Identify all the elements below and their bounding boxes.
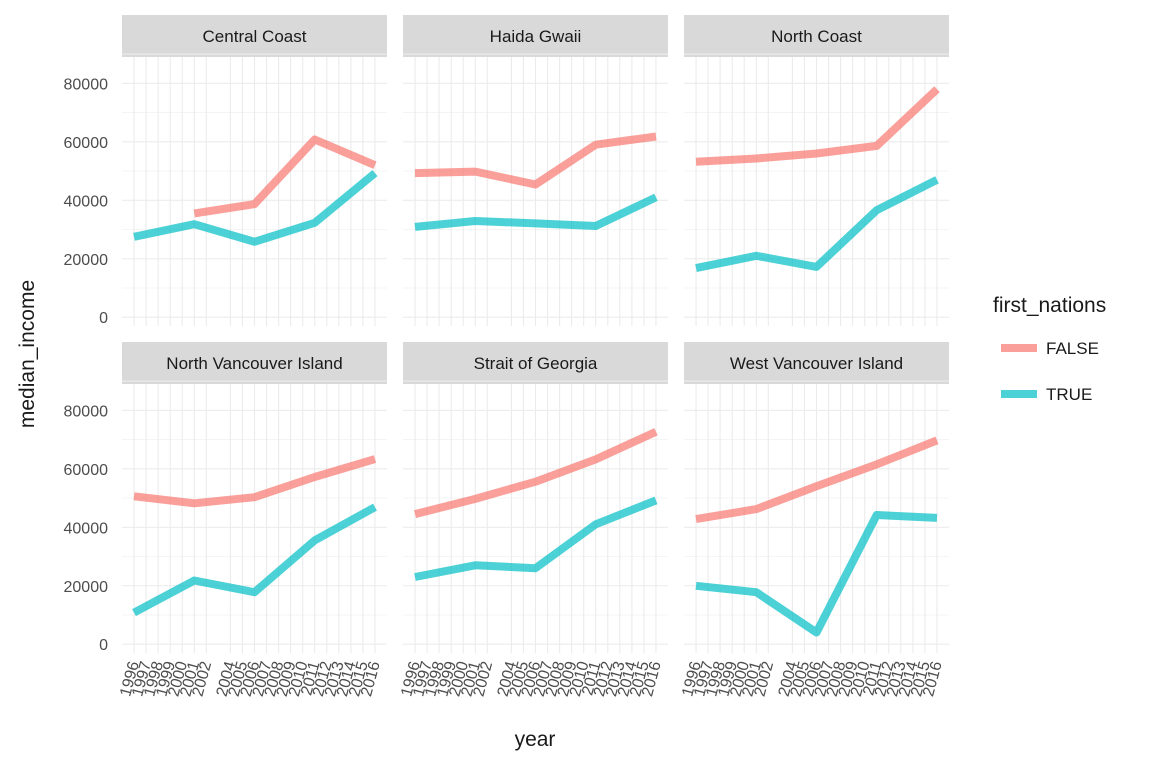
y-tick-label: 0 bbox=[99, 637, 108, 654]
series-false bbox=[193, 135, 377, 218]
y-tick-label: 80000 bbox=[64, 76, 109, 93]
series-line bbox=[695, 86, 940, 166]
facet-strip-label: Haida Gwaii bbox=[490, 27, 582, 46]
y-tick-label: 40000 bbox=[64, 520, 109, 537]
y-tick-label: 0 bbox=[99, 310, 108, 327]
facet-strait-of-georgia: Strait of Georgia19961997199819992000200… bbox=[398, 342, 668, 698]
facet-panels: Central Coast 0 20000 40000 60000 80000 Haida … bbox=[64, 15, 949, 698]
series-line bbox=[695, 176, 939, 273]
legend-label-true: TRUE bbox=[1046, 385, 1092, 404]
x-axis-title: year bbox=[515, 728, 556, 751]
y-tick-label: 20000 bbox=[64, 579, 109, 596]
facet-central-coast: Central Coast 0 20000 40000 60000 80000 bbox=[64, 15, 387, 327]
series-line bbox=[414, 132, 657, 189]
facet-north-coast: North Coast bbox=[684, 15, 949, 326]
facet-strip-label: West Vancouver Island bbox=[730, 354, 903, 373]
facet-strip-label: Central Coast bbox=[203, 27, 307, 46]
series-line bbox=[414, 428, 658, 518]
series-false bbox=[414, 428, 658, 518]
series-false bbox=[695, 86, 940, 166]
y-tick-label: 40000 bbox=[64, 193, 109, 210]
series-line bbox=[414, 496, 658, 581]
series-false bbox=[695, 436, 939, 524]
y-tick-label: 80000 bbox=[64, 403, 109, 420]
series-line bbox=[193, 135, 377, 218]
facet-strip bbox=[684, 342, 949, 384]
facet-strip-label: Strait of Georgia bbox=[474, 354, 598, 373]
y-tick-label: 20000 bbox=[64, 252, 109, 269]
facet-strip bbox=[684, 15, 949, 57]
series-true bbox=[414, 496, 658, 581]
series-true bbox=[695, 176, 939, 273]
y-axis-title: median_income bbox=[16, 280, 39, 428]
series-true bbox=[133, 170, 378, 246]
y-tick-label: 60000 bbox=[64, 462, 109, 479]
series-line bbox=[414, 193, 658, 231]
facet-west-vancouver-island: West Vancouver Island1996199719981999200… bbox=[679, 342, 949, 698]
series-true bbox=[695, 511, 938, 637]
legend-title: first_nations bbox=[993, 294, 1106, 317]
series-line bbox=[695, 436, 939, 524]
facet-strip bbox=[403, 342, 668, 384]
facet-strip bbox=[122, 15, 387, 57]
series-false bbox=[414, 132, 657, 189]
legend-label-false: FALSE bbox=[1046, 339, 1099, 358]
series-true bbox=[414, 193, 658, 231]
facet-strip bbox=[122, 342, 387, 384]
series-line bbox=[132, 503, 377, 617]
facet-strip bbox=[403, 15, 668, 57]
series-true bbox=[132, 503, 377, 617]
series-line bbox=[695, 511, 938, 637]
series-line bbox=[133, 455, 377, 508]
facet-haida-gwaii: Haida Gwaii bbox=[403, 15, 668, 326]
series-line bbox=[133, 170, 378, 246]
y-tick-label: 60000 bbox=[64, 135, 109, 152]
facet-strip-label: North Vancouver Island bbox=[166, 354, 342, 373]
facet-north-vancouver-island: North Vancouver Island 0 20000 40000 60000 80… bbox=[64, 342, 387, 698]
series-false bbox=[133, 455, 377, 508]
legend: first_nations FALSE TRUE bbox=[993, 294, 1106, 404]
facet-strip-label: North Coast bbox=[771, 27, 862, 46]
